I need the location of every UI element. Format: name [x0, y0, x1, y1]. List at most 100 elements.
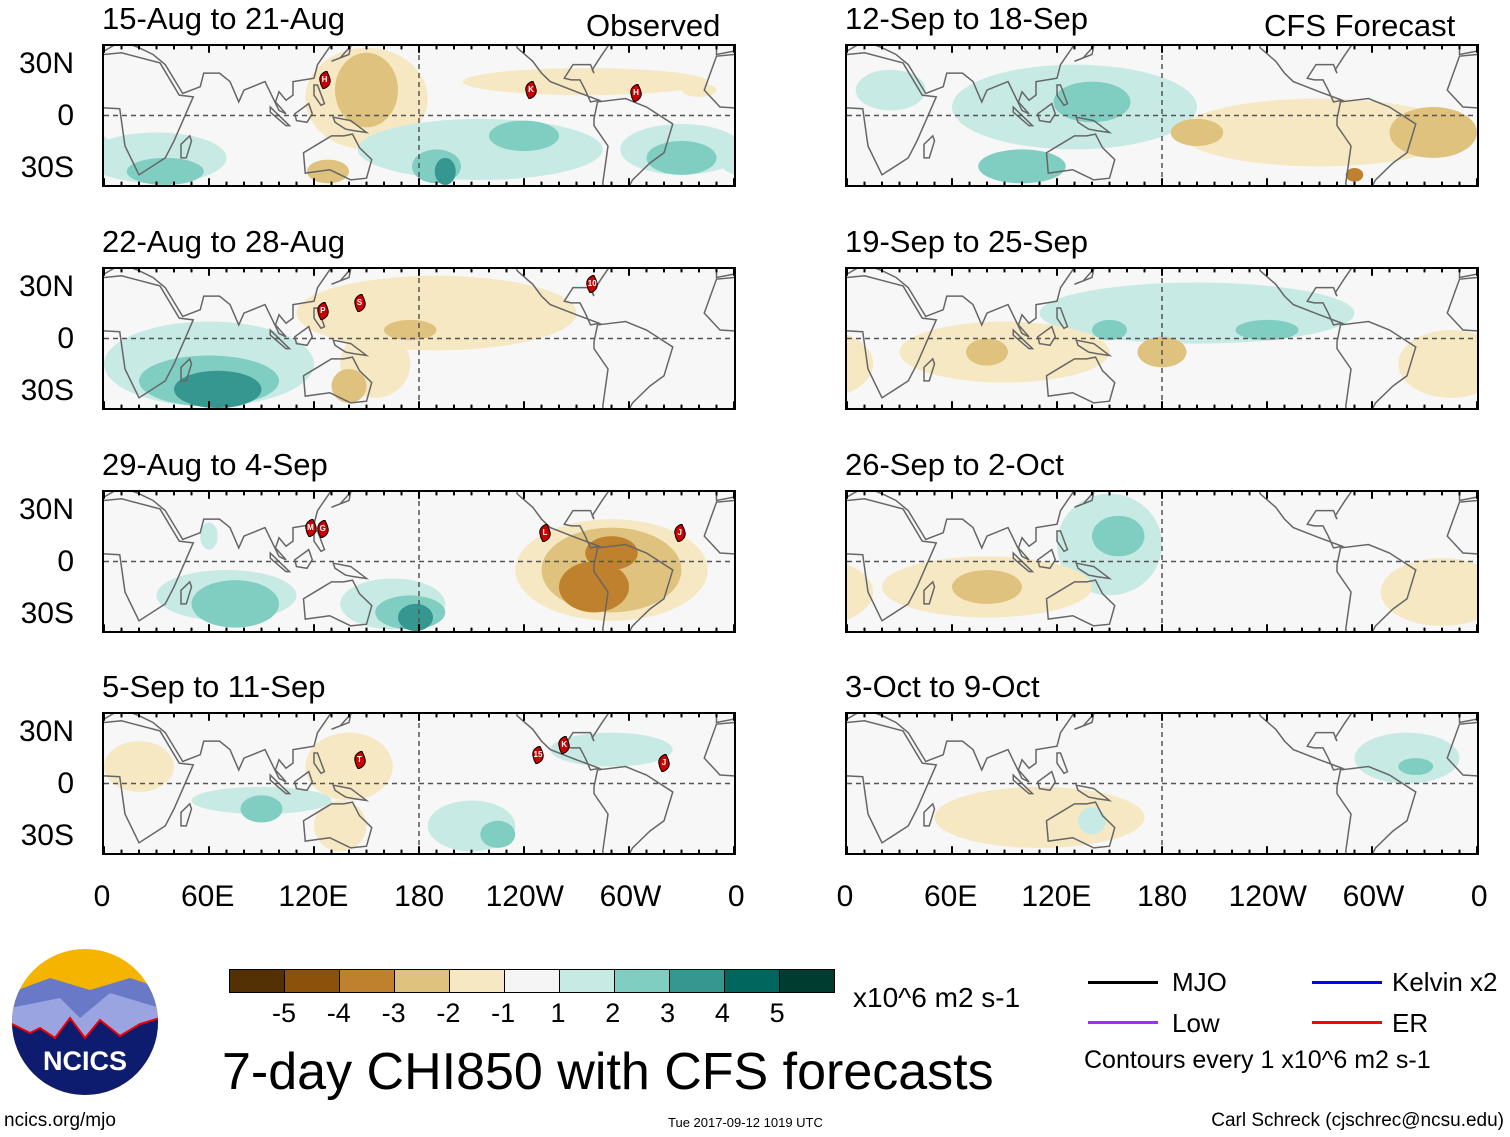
- coastline: [270, 553, 289, 572]
- x-axis-label: 60W: [599, 880, 662, 913]
- anomaly-contour: [357, 118, 603, 180]
- coastline: [181, 136, 192, 158]
- tropical-cyclone-icon: J: [673, 522, 687, 543]
- tropical-cyclone-icon: H: [318, 70, 332, 90]
- coastline: [1076, 117, 1109, 132]
- figure-title: 7-day CHI850 with CFS forecasts: [222, 1043, 994, 1101]
- anomaly-map: [847, 269, 1477, 408]
- coastline: [333, 340, 366, 355]
- panel-title: 22-Aug to 28-Aug: [102, 224, 346, 259]
- anomaly-contour: [1053, 81, 1131, 123]
- coastline: [295, 104, 313, 123]
- coastline: [1047, 357, 1115, 403]
- coastline: [314, 531, 325, 551]
- coastline: [437, 269, 638, 325]
- colorbar-label: 4: [714, 998, 730, 1028]
- anomaly-contour: [952, 569, 1022, 604]
- anomaly-contour: [1092, 515, 1145, 557]
- legend-er: ER: [1392, 1008, 1429, 1038]
- y-axis-label: 0: [57, 322, 74, 355]
- legend-mjo-line: [1088, 981, 1158, 984]
- anomaly-map: [104, 492, 734, 631]
- anomaly-contour: [307, 159, 349, 184]
- coastline: [104, 53, 193, 175]
- x-axis-label: 120E: [1021, 880, 1092, 913]
- anomaly-contour: [314, 800, 367, 852]
- coastline: [1075, 46, 1094, 61]
- anomaly-contour: [646, 140, 717, 175]
- coastline: [314, 85, 325, 105]
- coastline: [1075, 269, 1094, 284]
- coastline: [1447, 721, 1477, 843]
- anomaly-contour: [434, 157, 456, 185]
- coastline: [704, 276, 734, 398]
- coastline: [1013, 553, 1032, 572]
- coastline: [270, 107, 289, 126]
- legend-low: Low: [1172, 1008, 1220, 1038]
- anomaly-contour: [1354, 732, 1460, 784]
- coastline: [1057, 308, 1068, 328]
- footer-url[interactable]: ncics.org/mjo: [4, 1110, 116, 1131]
- anomaly-contour: [200, 522, 218, 550]
- coastline: [847, 721, 936, 843]
- ncics-logo: NCICS: [12, 949, 158, 1095]
- colorbar-swatch: [725, 970, 780, 992]
- observed-label: Observed: [586, 8, 721, 43]
- anomaly-contour: [104, 136, 113, 163]
- colorbar-swatch: [560, 970, 615, 992]
- coastline: [104, 492, 419, 560]
- coastline: [333, 563, 366, 578]
- tropical-cyclone-icon: L: [538, 522, 552, 543]
- coastline: [1075, 714, 1094, 729]
- anomaly-contour: [847, 564, 874, 620]
- coastline: [1038, 327, 1056, 346]
- contour-note: Contours every 1 x10^6 m2 s-1: [1084, 1046, 1431, 1074]
- colorbar-label: 5: [769, 998, 785, 1028]
- anomaly-contour: [1398, 758, 1434, 776]
- map-panel: P S 10: [102, 267, 736, 410]
- coastline: [181, 359, 192, 381]
- coastline: [924, 804, 935, 826]
- legend-mjo: MJO: [1172, 967, 1227, 997]
- coastline: [594, 767, 673, 853]
- anomaly-map: [847, 46, 1477, 185]
- tropical-cyclone-icon: P: [316, 301, 330, 322]
- colorbar-units: x10^6 m2 s-1: [853, 982, 1021, 1013]
- anomaly-contour: [1398, 330, 1477, 398]
- coastline: [594, 322, 673, 408]
- map-panel: [845, 267, 1479, 410]
- anomaly-contour: [104, 741, 174, 792]
- coastline: [181, 582, 192, 604]
- anomaly-contour: [1092, 319, 1127, 341]
- storm-label: T: [357, 754, 362, 764]
- coastline: [304, 134, 372, 180]
- map-panel: H K H: [102, 44, 736, 187]
- coastline: [1180, 492, 1381, 548]
- y-axis-label: 0: [57, 99, 74, 132]
- anomaly-map: [104, 46, 734, 185]
- y-axis-label: 0: [57, 545, 74, 578]
- x-axis-label: 60W: [1342, 880, 1405, 913]
- panel-title: 3-Oct to 9-Oct: [845, 669, 1040, 704]
- anomaly-contour: [585, 536, 638, 570]
- x-axis-label: 0: [1470, 880, 1488, 913]
- coastline: [104, 499, 193, 621]
- anomaly-contour: [855, 69, 926, 111]
- coastline: [847, 46, 1162, 114]
- forecast-label: CFS Forecast: [1264, 8, 1456, 43]
- legend-kelvin: Kelvin x2: [1392, 967, 1498, 997]
- coastline: [1013, 330, 1032, 349]
- coastline: [314, 308, 325, 328]
- coastline: [304, 580, 372, 626]
- coastline: [1337, 767, 1416, 853]
- coastline: [847, 492, 1162, 560]
- coastline: [437, 46, 638, 102]
- coastline: [1013, 775, 1032, 794]
- anomaly-contour: [559, 561, 629, 613]
- x-axis-label: 0: [727, 880, 745, 913]
- storm-label: 15: [533, 749, 543, 759]
- colorbar-label: 3: [660, 998, 676, 1028]
- tropical-cyclone-icon: 10: [585, 274, 599, 294]
- coastline: [104, 269, 419, 337]
